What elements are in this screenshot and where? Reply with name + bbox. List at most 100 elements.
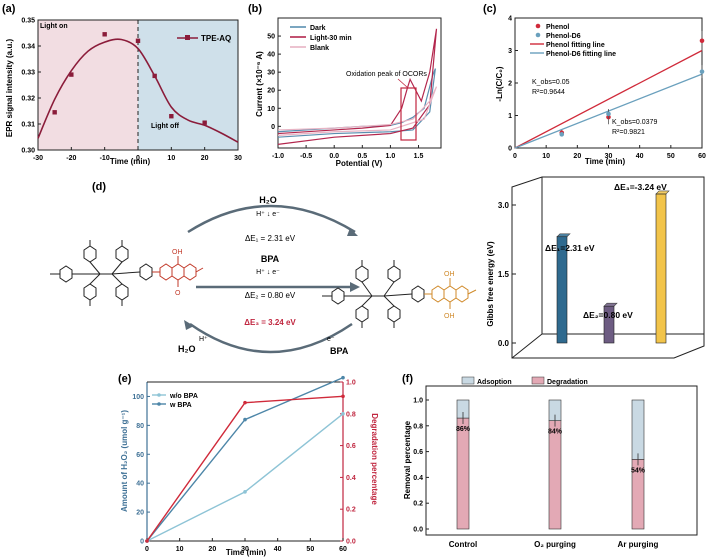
- f-bar-adsorption: [631, 399, 645, 460]
- c-xtick-label: 60: [698, 153, 706, 160]
- b-legend-text: Blank: [310, 45, 329, 52]
- oh-label-left: OH: [172, 249, 183, 256]
- light-off-region: [138, 20, 238, 150]
- e-legend: w/o BPA w BPA: [152, 393, 198, 409]
- c-data-point: [606, 111, 611, 117]
- f-bar-percent: 86%: [456, 426, 471, 433]
- b-ytick-label: 20: [267, 88, 275, 95]
- a-ytick-label: 0.30: [21, 148, 35, 155]
- e-point: [341, 394, 345, 399]
- b-ytick-label: 30: [267, 70, 275, 77]
- e-xtick-label: 40: [274, 546, 282, 553]
- c-xtick-label: 0: [513, 153, 517, 160]
- e-ytick-label: 20: [136, 510, 144, 517]
- f-category-label: O₂ purging: [534, 540, 576, 549]
- f-category-label: Control: [449, 540, 477, 549]
- panel-d: (d): [50, 181, 477, 356]
- arc-bottom-head: [184, 320, 194, 330]
- a-data-point: [169, 114, 174, 119]
- panel-a: (a) -30 -20 -10 0 10 20 30 0.30 0.31 0.32 0.33 0.34…: [2, 3, 242, 166]
- c-legend-marker: [535, 32, 541, 38]
- a-xtick-label: -10: [100, 155, 110, 162]
- e-point: [243, 400, 247, 405]
- path3-bpa: BPA: [330, 346, 349, 356]
- path3-water: H₂O: [178, 344, 196, 354]
- path2-proton: H⁺ ↓ e⁻: [256, 269, 280, 276]
- panel-e: (e) 0 10 20 30 40 50 60 0 20 40 60 80 100 0.0 0.2 0.4 0.…: [118, 373, 379, 557]
- c-legend-marker: [535, 23, 541, 29]
- e-point: [145, 539, 149, 543]
- f-legend-text: Adsoption: [477, 379, 512, 386]
- tpe-aq-structure: [50, 240, 153, 306]
- gibbs-ylabel: Gibbs free energy (eV): [486, 241, 495, 327]
- e-series: [145, 375, 345, 543]
- gibbs-bar-label: ΔE₁=2.31 eV: [545, 243, 595, 253]
- f-axes: 0.0 0.2 0.4 0.6 0.8 1.0: [413, 385, 698, 536]
- e-point: [341, 375, 345, 380]
- gibbs-energy-chart: 0.0 1.5 3.0 ΔE₁=2.31 eV ΔE₂=0.80 eV ΔE₃=-3.2…: [486, 176, 705, 359]
- f-category-label: Ar purging: [618, 540, 659, 549]
- path3-electron: e⁻: [327, 336, 335, 343]
- c-ytick-label: 2: [508, 81, 512, 88]
- a-xlabel: Time (min): [110, 157, 151, 166]
- e-point: [243, 417, 247, 422]
- panel-b: (b) -1.0 -0.5 0.0 0.5 1.0 1.5 0 10 20 30 40 50 Oxid…: [248, 3, 442, 168]
- a-data-point: [69, 72, 74, 77]
- e-ylabel: Amount of H₂O₂ (umol g⁻¹): [120, 410, 129, 512]
- a-data-point: [52, 110, 57, 115]
- light-on-region: [38, 20, 138, 150]
- oh-label-bottom: OH: [444, 313, 455, 320]
- e-y2tick-label: 0.2: [346, 507, 356, 514]
- b-ytick-label: 0: [271, 124, 275, 131]
- panel-a-label: (a): [2, 3, 16, 15]
- b-xtick-label: 0.0: [329, 153, 339, 160]
- c-xtick-label: 30: [605, 153, 613, 160]
- panel-e-label: (e): [118, 373, 132, 385]
- e-ytick-label: 0: [140, 539, 144, 546]
- e-y2tick-label: 0.0: [346, 539, 356, 546]
- e-y2tick-label: 0.8: [346, 411, 356, 418]
- e-xtick-label: 0: [145, 546, 149, 553]
- light-off-label: Light off: [151, 123, 180, 130]
- b-xtick-label: 1.5: [414, 153, 424, 160]
- c-fit-lines: [514, 49, 703, 149]
- f-ytick-label: 0.6: [413, 449, 423, 456]
- gibbs-side-edge: [511, 333, 543, 359]
- a-ytick-label: 0.31: [21, 122, 35, 129]
- o-minus-label: O: [175, 290, 181, 297]
- f-ytick-label: 1.0: [413, 398, 423, 405]
- path1-reagent: H₂O: [259, 195, 277, 205]
- e-axes: 0 10 20 30 40 50 60 0 20 40 60 80 100 0.0 0.2 0.4 0.6 0.8…: [132, 380, 356, 554]
- f-frame: [425, 385, 698, 536]
- c-xtick-label: 40: [636, 153, 644, 160]
- c-r2-d6: R²=0.9821: [612, 129, 645, 136]
- c-kobs-d6: K_obs=0.0379: [612, 119, 657, 126]
- c-ylabel: -Ln(C/C₀): [495, 66, 504, 101]
- a-ytick-label: 0.35: [21, 18, 35, 25]
- f-ytick-label: 0.8: [413, 423, 423, 430]
- e-ytick-label: 100: [132, 394, 144, 401]
- f-ytick-label: 0.2: [413, 501, 423, 508]
- a-data-point: [102, 32, 107, 37]
- panel-f-label: (f): [402, 373, 413, 385]
- f-bar-percent: 54%: [631, 467, 646, 474]
- e-y2tick-label: 0.6: [346, 443, 356, 450]
- c-ytick-label: 3: [508, 48, 512, 55]
- path2-reagent: BPA: [261, 254, 280, 264]
- path2-energy: ΔE₂ = 0.80 eV: [245, 291, 296, 300]
- oh-label-top: OH: [444, 271, 455, 278]
- tpe-aqh2-structure: [322, 260, 425, 328]
- f-bar-degradation: [548, 420, 562, 530]
- gibbs-bar: [655, 193, 667, 344]
- e-xtick-label: 50: [306, 546, 314, 553]
- c-legend-text: Phenol fitting line: [546, 42, 605, 49]
- b-legend: Dark Light-30 min Blank: [290, 25, 352, 52]
- gibbs-ytick-label: 1.5: [498, 270, 510, 279]
- a-xtick-label: -20: [66, 155, 76, 162]
- oxidation-peak-pointer: [397, 78, 409, 89]
- gibbs-bar-top: [655, 190, 670, 195]
- gibbs-bars: ΔE₁=2.31 eV ΔE₂=0.80 eV ΔE₃=-3.24 eV: [545, 182, 670, 344]
- c-xtick-label: 20: [573, 153, 581, 160]
- a-ytick-label: 0.32: [21, 96, 35, 103]
- c-legend: Phenol Phenol-D6 Phenol fitting line Phenol…: [530, 23, 616, 58]
